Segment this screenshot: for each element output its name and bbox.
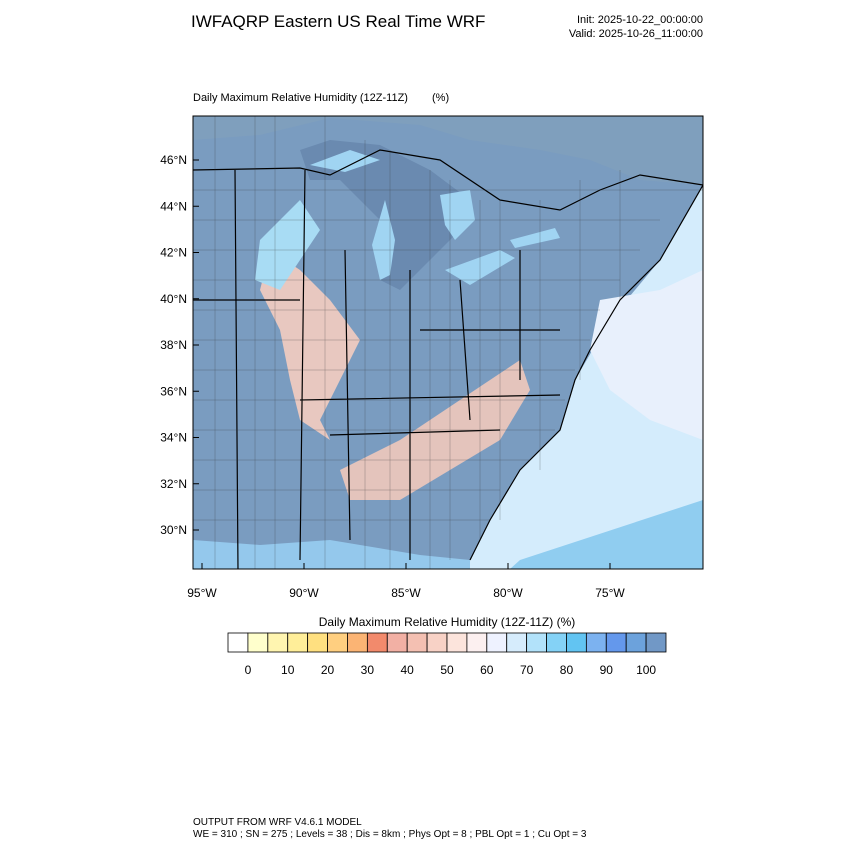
colorbar-box <box>466 632 488 653</box>
lat-label: 42°N <box>160 246 187 260</box>
lake-huron <box>440 190 475 240</box>
dry-plains <box>260 250 360 440</box>
lon-label: 80°W <box>493 586 523 600</box>
colorbar-label: 10 <box>281 663 295 677</box>
atlantic-dry <box>590 270 703 440</box>
colorbar-label: 0 <box>245 663 252 677</box>
lat-label: 46°N <box>160 153 187 167</box>
colorbar-box <box>267 632 289 653</box>
colorbar-box <box>526 632 547 653</box>
footer-line1: OUTPUT FROM WRF V4.6.1 MODEL <box>193 817 362 828</box>
colorbar-label: 40 <box>401 663 415 677</box>
lat-label: 34°N <box>160 431 187 445</box>
main-title: IWFAQRP Eastern US Real Time WRF <box>191 12 485 31</box>
colorbar-label: 80 <box>560 663 574 677</box>
colorbar-box <box>506 632 528 653</box>
map-units: (%) <box>432 92 449 104</box>
lat-label: 40°N <box>160 292 187 306</box>
colorbar-box <box>366 632 388 653</box>
colorbar-label: 90 <box>600 663 614 677</box>
init-time: Init: 2025-10-22_00:00:00 <box>577 14 703 26</box>
colorbar-box <box>287 632 309 653</box>
lat-label: 30°N <box>160 523 187 537</box>
colorbar-box <box>446 632 468 653</box>
lon-label: 85°W <box>391 586 421 600</box>
colorbar-box <box>546 632 567 653</box>
colorbar-box <box>386 632 408 653</box>
atlantic <box>460 185 703 569</box>
colorbar: 0 10 20 30 40 50 60 70 80 90 100 <box>227 632 667 677</box>
lat-label: 32°N <box>160 477 187 491</box>
lat-label: 44°N <box>160 199 187 213</box>
colorbar-box <box>605 632 627 653</box>
colorbar-label: 60 <box>480 663 494 677</box>
colorbar-box <box>247 632 269 653</box>
county-lines <box>193 116 703 569</box>
atlantic-moist <box>510 500 703 569</box>
colorbar-box <box>566 632 587 653</box>
map-title: Daily Maximum Relative Humidity (12Z-11Z… <box>193 92 408 104</box>
lon-label: 90°W <box>289 586 319 600</box>
colorbar-label: 100 <box>636 663 656 677</box>
colorbar-box <box>426 632 448 653</box>
footer-line2: WE = 310 ; SN = 275 ; Levels = 38 ; Dis … <box>193 829 587 840</box>
lat-label: 36°N <box>160 384 187 398</box>
colorbar-box <box>227 632 249 653</box>
map-field <box>193 116 703 569</box>
colorbar-label: 30 <box>361 663 375 677</box>
colorbar-title: Daily Maximum Relative Humidity (12Z-11Z… <box>319 615 576 629</box>
colorbar-box <box>406 632 428 653</box>
colorbar-box <box>486 632 508 653</box>
colorbar-box <box>347 632 368 653</box>
colorbar-label: 70 <box>520 663 534 677</box>
colorbar-label: 50 <box>440 663 454 677</box>
colorbar-box <box>327 632 348 653</box>
canada <box>193 116 703 185</box>
colorbar-box <box>307 632 328 653</box>
lon-label: 95°W <box>187 586 217 600</box>
lake-superior <box>310 150 380 172</box>
gulf <box>193 540 470 569</box>
colorbar-label: 20 <box>321 663 335 677</box>
map-frame <box>192 115 704 570</box>
colorbar-box <box>585 632 607 653</box>
lon-label: 75°W <box>595 586 625 600</box>
colorbar-box <box>625 632 647 653</box>
valid-time: Valid: 2025-10-26_11:00:00 <box>569 28 703 40</box>
colorbar-box <box>645 632 667 653</box>
axis-ticks: 46°N 44°N 42°N 40°N 38°N 36°N 34°N 32°N 30°N 95°W… <box>160 153 625 600</box>
lake-ontario <box>510 228 560 248</box>
lat-label: 38°N <box>160 338 187 352</box>
